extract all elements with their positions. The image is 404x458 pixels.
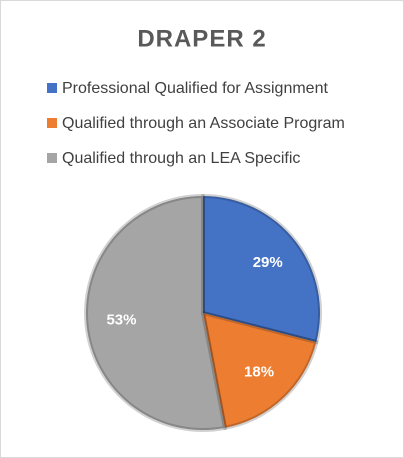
pie-slice	[201, 311, 319, 430]
legend-swatch	[47, 153, 57, 163]
pie-slice	[84, 194, 227, 432]
legend-swatch	[47, 118, 57, 128]
legend-text: Qualified through an Associate Program	[62, 115, 345, 132]
legend-text: Professional Qualified for Assignment	[62, 80, 328, 97]
pie-slice	[201, 194, 322, 345]
slice-label: 18%	[244, 364, 274, 381]
legend-swatch	[47, 83, 57, 93]
slice-label: 53%	[106, 312, 136, 329]
chart-title: DRAPER 2	[137, 25, 266, 52]
legend-text: Qualified through an LEA Specific	[62, 150, 300, 167]
slice-label: 29%	[253, 254, 283, 271]
